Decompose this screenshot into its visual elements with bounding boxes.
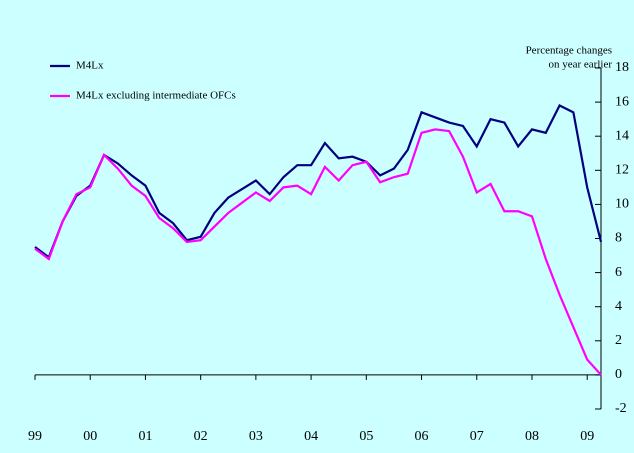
y-tick-label: 2: [615, 333, 622, 348]
x-tick-label: 00: [83, 429, 97, 444]
x-tick-label: 03: [249, 429, 263, 444]
x-tick-label: 01: [138, 429, 152, 444]
y-tick-label: 16: [615, 94, 629, 109]
x-tick-label: 99: [28, 429, 42, 444]
series-line: [34, 128, 602, 376]
y-tick-label: 14: [615, 128, 629, 143]
x-tick-label: 07: [470, 429, 484, 444]
y-tick-label: 4: [615, 299, 622, 314]
y-tick-label: 10: [615, 197, 629, 212]
x-tick-label: 05: [359, 429, 373, 444]
unit-note: Percentage changes: [526, 45, 612, 57]
x-tick-label: 09: [580, 429, 594, 444]
legend-label: M4Lx: [76, 60, 104, 72]
x-tick-label: 08: [525, 429, 539, 444]
y-tick-label: 8: [615, 231, 622, 246]
legend-label: M4Lx excluding intermediate OFCs: [76, 90, 236, 102]
unit-note: on year earlier: [548, 59, 612, 71]
y-tick-label: 18: [615, 60, 629, 75]
x-tick-label: 06: [415, 429, 429, 444]
y-tick-label: -2: [615, 401, 627, 416]
x-tick-label: 02: [194, 429, 208, 444]
series-line: [34, 104, 603, 259]
y-tick-label: 12: [615, 163, 629, 178]
y-tick-label: 6: [615, 265, 622, 280]
y-tick-label: 0: [615, 367, 622, 382]
x-tick-label: 04: [304, 429, 318, 444]
